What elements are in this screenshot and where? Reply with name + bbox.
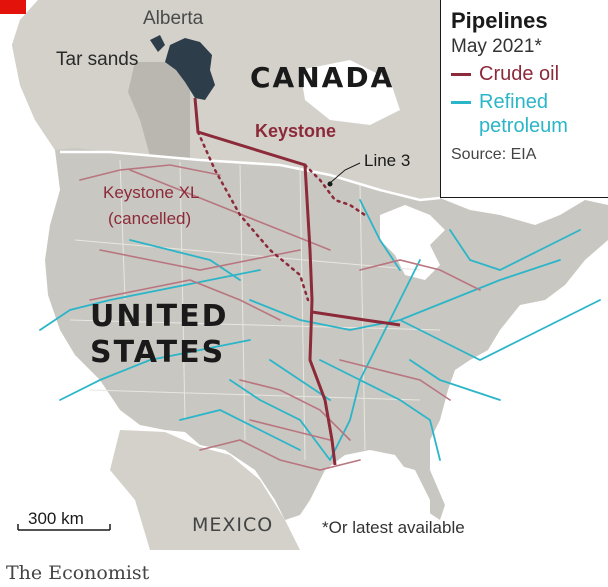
footer: The Economist (0, 550, 608, 587)
alberta-label: Alberta (143, 8, 204, 29)
map: Alberta Tar sands CANADA UNITED STATES M… (0, 0, 608, 550)
gulf-of-mexico (300, 460, 430, 550)
legend: Pipelines May 2021* Crude oil Refined pe… (440, 0, 608, 198)
legend-label-crude: Crude oil (479, 63, 560, 85)
map-canvas (12, 0, 608, 550)
legend-item-refined: Refined petroleum (451, 90, 598, 138)
states-label: STATES (90, 335, 226, 370)
canada-land (12, 0, 440, 200)
brand-logo: The Economist (6, 562, 150, 584)
tar-sands-area (165, 38, 215, 100)
legend-item-crude: Crude oil (451, 62, 598, 86)
alberta-province (128, 62, 190, 158)
keystone-xl-cancelled-label: (cancelled) (108, 209, 192, 228)
united-label: UNITED (90, 299, 229, 334)
crude-swatch-icon (451, 73, 471, 76)
line3-label: Line 3 (364, 151, 411, 170)
canada-label: CANADA (250, 61, 395, 94)
keystone-pipeline (193, 97, 337, 466)
scale-label: 300 km (28, 509, 84, 528)
crude-pipelines (79, 164, 481, 471)
tar-sands-patch (150, 35, 165, 52)
brand-red-tag (0, 0, 26, 14)
refined-pipelines (39, 199, 601, 461)
legend-subtitle: May 2021* (451, 36, 542, 57)
legend-title: Pipelines (451, 8, 548, 33)
scale-bar (17, 524, 111, 531)
tar-sands-label: Tar sands (56, 49, 139, 70)
keystone-xl-route (196, 130, 310, 302)
great-lakes (380, 205, 445, 280)
legend-label-refined: Refined petroleum (479, 91, 568, 137)
state-borders (69, 159, 441, 461)
refined-swatch-icon (451, 101, 471, 104)
footnote: *Or latest available (322, 518, 465, 537)
legend-source: Source: EIA (451, 146, 537, 163)
mexico-land (110, 430, 300, 550)
line3-pointer (329, 162, 361, 184)
keystone-label: Keystone (255, 121, 337, 141)
hudson-bay (300, 60, 400, 125)
line3-route (303, 163, 367, 217)
mexico-label: MEXICO (192, 514, 274, 536)
keystone-xl-label: Keystone XL (103, 183, 200, 202)
line3-pointer-dot (327, 181, 333, 187)
keystone-east-branch (311, 310, 401, 327)
